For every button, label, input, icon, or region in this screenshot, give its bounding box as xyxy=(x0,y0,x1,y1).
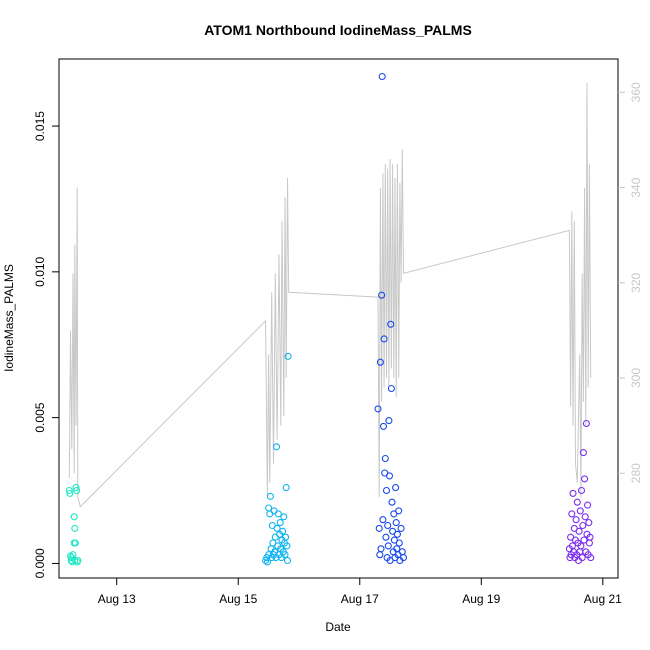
data-point xyxy=(276,519,284,527)
data-point xyxy=(376,358,384,366)
data-point xyxy=(377,545,385,553)
data-point xyxy=(384,542,392,550)
data-point xyxy=(380,335,388,343)
data-point xyxy=(581,475,589,483)
points-layer xyxy=(65,72,595,566)
data-point xyxy=(284,352,292,360)
data-point xyxy=(578,554,586,562)
x-tick-label: Aug 21 xyxy=(584,592,622,606)
data-point xyxy=(399,554,408,562)
data-point xyxy=(582,419,590,428)
data-point xyxy=(385,417,393,425)
data-point xyxy=(379,516,387,524)
data-point xyxy=(392,519,400,527)
y-axis-label: IodineMass_PALMS xyxy=(2,264,16,372)
secondary-series-layer xyxy=(68,82,592,508)
y-tick-label: 0.005 xyxy=(33,402,47,432)
data-point xyxy=(572,516,580,524)
data-point xyxy=(283,556,292,565)
data-point xyxy=(263,558,271,566)
data-point xyxy=(375,524,383,532)
data-point xyxy=(384,521,392,530)
y-tick-label: 0.000 xyxy=(33,548,47,578)
data-point xyxy=(395,539,403,547)
data-point xyxy=(282,533,290,541)
x-tick-label: Aug 17 xyxy=(341,592,379,606)
data-point xyxy=(378,291,386,299)
data-point xyxy=(579,521,587,530)
data-point xyxy=(577,542,585,550)
data-point xyxy=(585,519,593,527)
data-point xyxy=(585,539,593,547)
data-point xyxy=(379,422,388,430)
data-point xyxy=(382,533,390,541)
data-point xyxy=(580,536,588,544)
data-point xyxy=(381,454,389,463)
chart-title: ATOM1 Northbound IodineMass_PALMS xyxy=(204,22,472,38)
secondary-y-tick-label: 340 xyxy=(629,177,643,197)
data-point xyxy=(387,384,395,393)
y-tick-label: 0.010 xyxy=(33,256,47,286)
secondary-y-tick-label: 300 xyxy=(629,368,643,388)
data-point xyxy=(385,472,394,480)
data-point xyxy=(569,489,577,497)
data-point xyxy=(71,539,79,547)
data-point xyxy=(387,320,395,328)
x-axis-label: Date xyxy=(325,620,351,634)
data-point xyxy=(73,486,81,495)
data-point xyxy=(281,551,289,559)
secondary-series-line xyxy=(68,82,592,508)
data-point xyxy=(581,513,589,521)
plot-frame xyxy=(58,58,619,579)
data-point xyxy=(378,72,386,81)
data-point xyxy=(70,513,78,521)
x-tick-label: Aug 19 xyxy=(462,592,500,606)
data-point xyxy=(587,554,595,562)
data-point xyxy=(71,524,79,532)
data-point xyxy=(282,484,290,492)
data-point xyxy=(575,527,583,535)
data-point xyxy=(576,507,584,515)
data-point xyxy=(273,524,281,532)
data-point xyxy=(283,542,291,550)
data-point xyxy=(398,548,406,556)
secondary-y-tick-label: 320 xyxy=(629,272,643,292)
data-point xyxy=(390,510,398,518)
data-point xyxy=(393,530,401,538)
secondary-y-axis: 280 300 320 340 360 xyxy=(618,82,643,483)
x-tick-label: Aug 15 xyxy=(219,592,257,606)
data-point xyxy=(266,510,274,518)
data-point xyxy=(577,486,586,495)
data-point xyxy=(279,527,287,535)
data-point xyxy=(388,498,396,506)
data-point xyxy=(271,533,279,541)
data-point xyxy=(376,551,384,559)
y-tick-label: 0.015 xyxy=(33,111,47,141)
data-point xyxy=(72,484,80,492)
data-point xyxy=(392,484,400,492)
secondary-y-tick-label: 280 xyxy=(629,463,643,483)
data-point xyxy=(270,507,278,515)
data-point xyxy=(568,510,576,518)
data-point xyxy=(374,405,382,413)
data-point xyxy=(272,443,281,451)
data-point xyxy=(274,510,282,518)
data-point xyxy=(280,513,288,521)
data-point xyxy=(66,489,74,497)
data-point xyxy=(266,492,274,500)
data-point xyxy=(586,533,594,541)
x-axis: Aug 13 Aug 15 Aug 17 Aug 19 Aug 21 xyxy=(98,578,622,606)
y-axis: 0.000 0.005 0.010 0.015 xyxy=(33,111,59,578)
data-point xyxy=(65,486,73,495)
data-point xyxy=(579,449,587,457)
data-point xyxy=(573,498,581,506)
data-point xyxy=(395,507,403,515)
data-point xyxy=(584,501,592,509)
x-tick-label: Aug 13 xyxy=(98,592,136,606)
data-point xyxy=(382,486,391,495)
data-point xyxy=(397,524,405,532)
data-point xyxy=(74,556,82,565)
secondary-y-tick-label: 360 xyxy=(629,82,643,102)
